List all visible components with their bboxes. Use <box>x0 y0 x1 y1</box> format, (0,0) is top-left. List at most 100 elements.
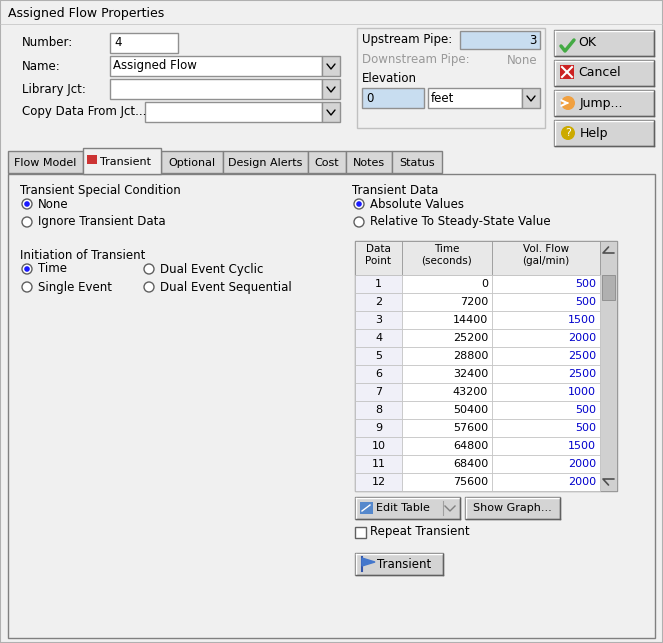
Bar <box>492 347 600 365</box>
Bar <box>522 88 540 108</box>
Bar <box>554 120 654 146</box>
Text: Transient: Transient <box>100 157 151 167</box>
Bar <box>492 311 600 329</box>
Bar <box>322 56 340 76</box>
Bar <box>402 329 492 347</box>
Text: 7: 7 <box>375 387 382 397</box>
Bar <box>402 437 492 455</box>
Bar <box>492 293 600 311</box>
Text: 2500: 2500 <box>568 351 596 361</box>
Text: Notes: Notes <box>353 158 385 168</box>
Text: 5: 5 <box>375 351 382 361</box>
Bar <box>110 79 322 99</box>
Text: Transient: Transient <box>377 557 431 570</box>
Bar <box>492 437 600 455</box>
Bar <box>355 241 402 275</box>
Bar <box>322 79 340 99</box>
Bar <box>554 90 654 116</box>
Bar <box>402 419 492 437</box>
Bar <box>402 347 492 365</box>
Text: 3: 3 <box>530 33 537 46</box>
Bar <box>402 473 492 491</box>
Bar <box>355 365 402 383</box>
Circle shape <box>144 264 154 274</box>
Bar <box>402 365 492 383</box>
Bar <box>492 383 600 401</box>
Text: Dual Event Sequential: Dual Event Sequential <box>160 280 292 293</box>
Circle shape <box>25 266 30 272</box>
Text: Assigned Flow: Assigned Flow <box>113 60 197 73</box>
Text: Show Graph...: Show Graph... <box>473 503 552 513</box>
Bar <box>492 329 600 347</box>
Bar <box>355 311 402 329</box>
Bar <box>402 311 492 329</box>
Text: feet: feet <box>431 91 454 105</box>
Bar <box>8 151 83 173</box>
Bar <box>460 31 540 49</box>
Text: Transient Data: Transient Data <box>352 184 438 197</box>
Circle shape <box>561 126 575 140</box>
Text: 14400: 14400 <box>453 315 488 325</box>
Text: Status: Status <box>399 158 435 168</box>
Text: 28800: 28800 <box>453 351 488 361</box>
Text: Cost: Cost <box>315 158 339 168</box>
Bar <box>402 401 492 419</box>
Bar <box>492 365 600 383</box>
Text: 2500: 2500 <box>568 369 596 379</box>
Bar <box>357 28 545 128</box>
Text: 68400: 68400 <box>453 459 488 469</box>
Bar <box>465 497 560 519</box>
Text: ?: ? <box>565 128 571 138</box>
Text: Edit Table: Edit Table <box>376 503 430 513</box>
Text: Name:: Name: <box>22 60 61 73</box>
Text: 64800: 64800 <box>453 441 488 451</box>
Circle shape <box>561 96 575 110</box>
Text: 1500: 1500 <box>568 315 596 325</box>
Bar <box>83 148 161 174</box>
Text: Vol. Flow
(gal/min): Vol. Flow (gal/min) <box>522 244 570 266</box>
Circle shape <box>22 199 32 209</box>
Bar <box>355 329 402 347</box>
Circle shape <box>144 282 154 292</box>
Text: Flow Model: Flow Model <box>15 158 77 168</box>
Bar <box>355 497 460 519</box>
Bar <box>362 88 424 108</box>
Bar <box>402 383 492 401</box>
Text: Single Event: Single Event <box>38 280 112 293</box>
Text: Assigned Flow Properties: Assigned Flow Properties <box>8 8 164 21</box>
Text: 0: 0 <box>366 91 373 105</box>
Text: 75600: 75600 <box>453 477 488 487</box>
Circle shape <box>22 217 32 227</box>
Text: 500: 500 <box>575 405 596 415</box>
Text: Dual Event Cyclic: Dual Event Cyclic <box>160 262 263 275</box>
Bar <box>492 241 600 275</box>
Text: 2000: 2000 <box>568 459 596 469</box>
Text: Elevation: Elevation <box>362 73 417 86</box>
Bar <box>360 502 373 514</box>
Bar <box>223 151 308 173</box>
Circle shape <box>22 264 32 274</box>
Bar <box>492 419 600 437</box>
Text: 12: 12 <box>371 477 386 487</box>
Text: 1000: 1000 <box>568 387 596 397</box>
Bar <box>355 275 402 293</box>
Bar <box>355 347 402 365</box>
Text: 10: 10 <box>371 441 385 451</box>
Text: Downstream Pipe:: Downstream Pipe: <box>362 53 469 66</box>
Text: Copy Data From Jct...: Copy Data From Jct... <box>22 105 147 118</box>
Text: Absolute Values: Absolute Values <box>370 197 464 210</box>
Bar <box>492 275 600 293</box>
Text: 4: 4 <box>375 333 382 343</box>
Text: Number:: Number: <box>22 37 73 50</box>
Bar <box>110 56 322 76</box>
Bar <box>560 65 574 79</box>
Bar <box>355 401 402 419</box>
Text: Repeat Transient: Repeat Transient <box>370 525 469 538</box>
Bar <box>322 102 340 122</box>
Text: 1500: 1500 <box>568 441 596 451</box>
Bar <box>355 473 402 491</box>
Circle shape <box>354 217 364 227</box>
Text: 4: 4 <box>114 37 121 50</box>
Text: 2: 2 <box>375 297 382 307</box>
Text: 9: 9 <box>375 423 382 433</box>
